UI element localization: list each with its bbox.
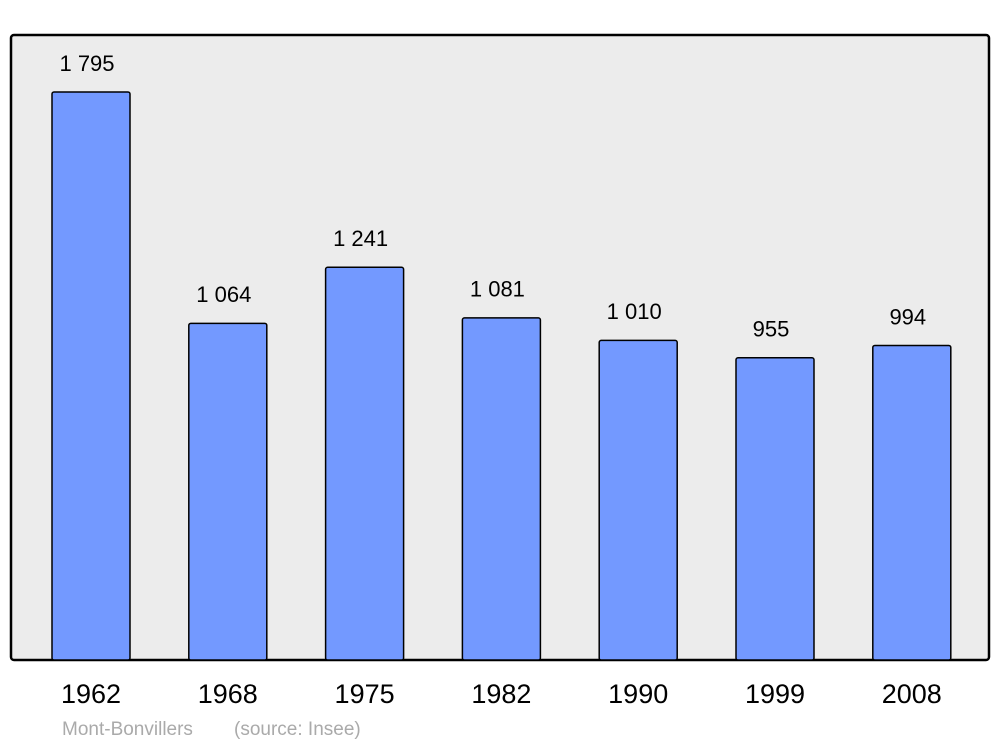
x-tick-label: 1982 — [471, 679, 531, 709]
bar — [872, 344, 952, 661]
x-tick-label: 1968 — [198, 679, 258, 709]
bar — [461, 317, 542, 661]
value-label: 1 081 — [470, 277, 525, 302]
bar — [51, 91, 131, 661]
x-tick-label: 1962 — [61, 679, 121, 709]
x-tick-label: 1975 — [335, 679, 395, 709]
source-note: (source: Insee) — [234, 719, 361, 740]
bar — [735, 357, 815, 661]
value-label: 994 — [889, 304, 926, 329]
x-tick-label: 2008 — [882, 679, 942, 709]
bar — [188, 322, 268, 661]
x-tick-label: 1999 — [745, 679, 805, 709]
value-label: 955 — [753, 317, 790, 342]
x-tick-label: 1990 — [608, 679, 668, 709]
value-label: 1 010 — [607, 299, 662, 324]
value-label: 1 064 — [196, 282, 251, 307]
bar — [598, 339, 678, 661]
place-name: Mont-Bonvillers — [62, 719, 193, 740]
value-label: 1 241 — [333, 226, 388, 251]
value-label: 1 795 — [59, 51, 114, 76]
bar — [324, 266, 405, 661]
